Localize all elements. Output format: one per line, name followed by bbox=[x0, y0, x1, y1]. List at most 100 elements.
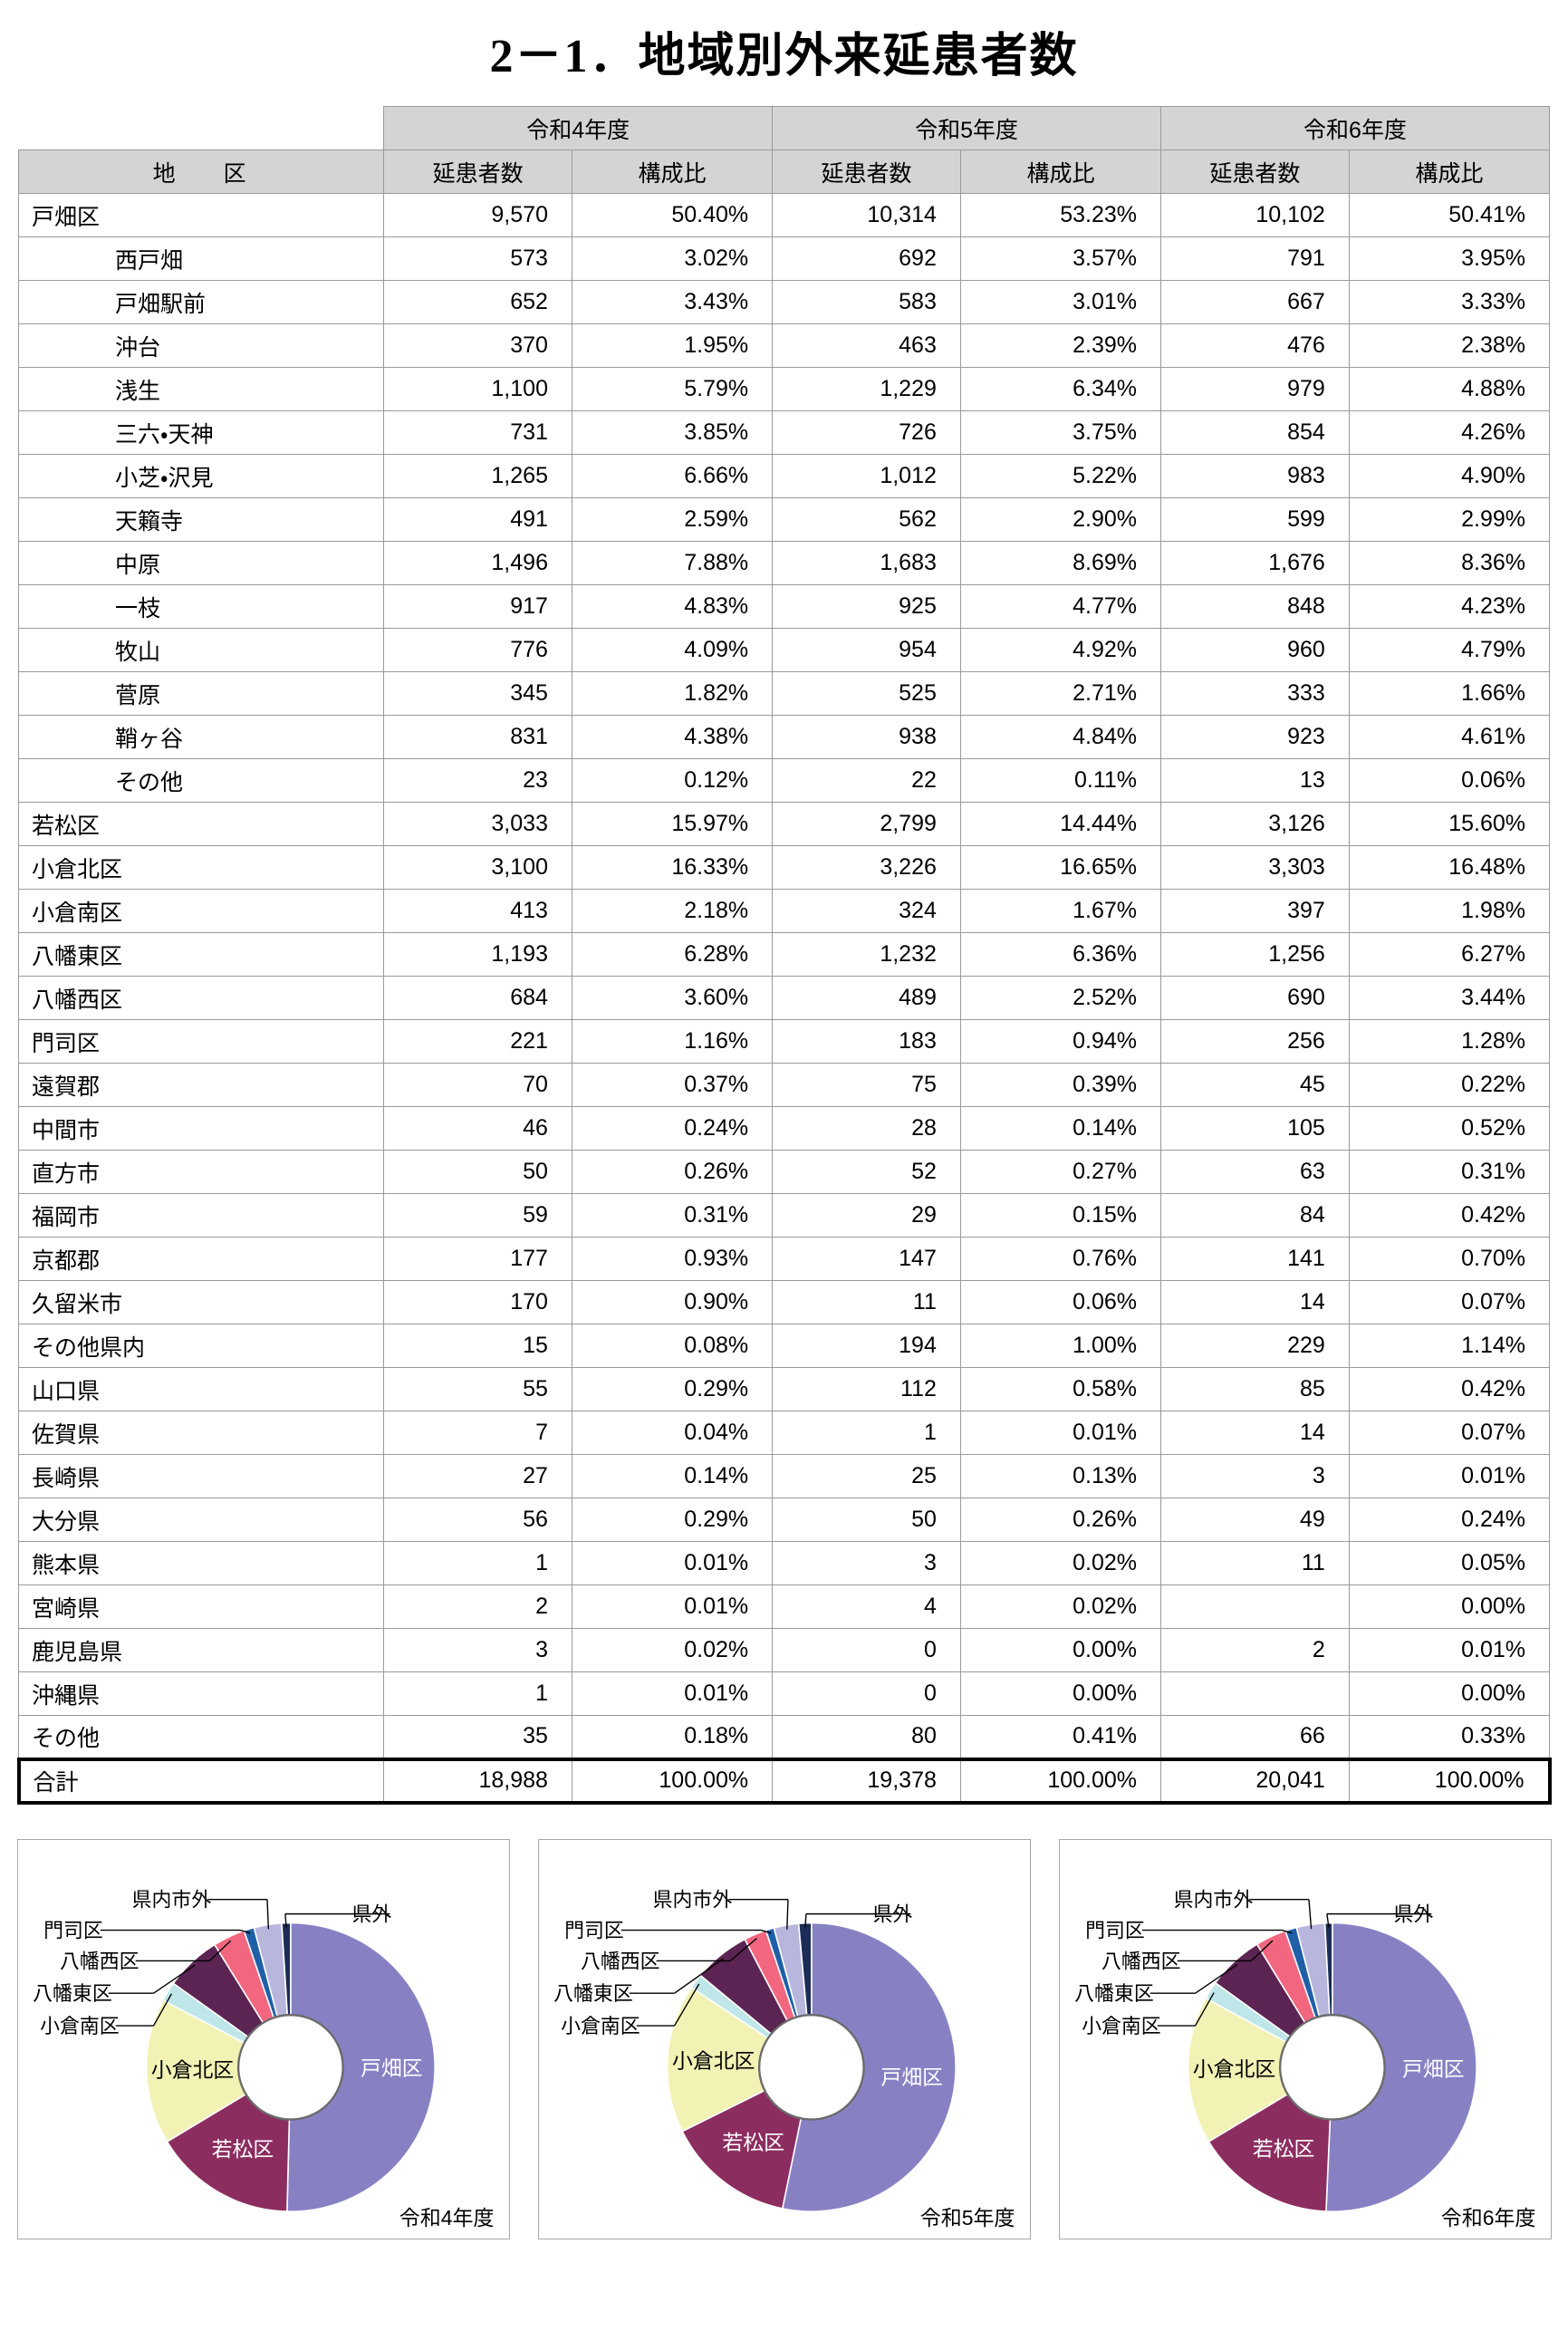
table-row: 直方市 50 0.26% 52 0.27% 63 0.31% bbox=[17, 1150, 1551, 1195]
row-count-cell: 27 bbox=[383, 1454, 572, 1499]
row-count-cell: 221 bbox=[383, 1019, 572, 1064]
row-ratio-cell: 0.01% bbox=[959, 1411, 1162, 1456]
row-district-name: 小芝・沢見 bbox=[17, 454, 385, 499]
row-district-name: その他 bbox=[17, 1715, 385, 1760]
row-count-cell: 938 bbox=[772, 715, 961, 760]
row-ratio-cell: 1.28% bbox=[1348, 1019, 1551, 1064]
label-leader-line bbox=[152, 1964, 196, 1994]
label-leader-line bbox=[1307, 1899, 1312, 1929]
row-ratio-cell: 4.92% bbox=[959, 628, 1162, 673]
row-count-cell: 854 bbox=[1160, 410, 1350, 456]
row-count-cell: 1,232 bbox=[772, 932, 961, 978]
row-ratio-cell: 14.44% bbox=[959, 802, 1162, 847]
pie-slice-label-outer: 門司区 bbox=[43, 1919, 103, 1941]
column-header-ratio-r4: 構成比 bbox=[571, 149, 774, 195]
label-leader-line bbox=[803, 1913, 807, 1928]
row-count-cell: 183 bbox=[772, 1019, 961, 1064]
pie-slice bbox=[666, 1986, 813, 2133]
row-count-cell: 684 bbox=[383, 976, 572, 1021]
row-count-cell: 10,102 bbox=[1160, 193, 1350, 238]
pie-chart-r6: 戸畑区 若松区 小倉北区 小倉南区 八幡東区 八幡西区 門司区 県内市外 県外 令和6年度 bbox=[1058, 1838, 1552, 2239]
row-district-name: 遠賀郡 bbox=[17, 1063, 385, 1108]
label-leader-line bbox=[208, 1940, 231, 1961]
column-header-count-r5: 延患者数 bbox=[772, 149, 961, 195]
row-ratio-cell: 0.42% bbox=[1348, 1367, 1551, 1412]
row-count-cell: 1 bbox=[383, 1541, 572, 1586]
row-count-cell: 3,226 bbox=[772, 845, 961, 891]
row-ratio-cell: 2.38% bbox=[1348, 323, 1551, 369]
column-header-ratio-r6: 構成比 bbox=[1348, 149, 1551, 195]
label-leader-line bbox=[760, 1929, 771, 1934]
row-ratio-cell: 3.02% bbox=[571, 236, 774, 282]
row-count-cell: 256 bbox=[1160, 1019, 1350, 1064]
table-row: 八幡東区 1,193 6.28% 1,232 6.36% 1,256 6.27% bbox=[17, 932, 1551, 978]
donut-hole bbox=[1278, 2013, 1386, 2121]
label-leader-line bbox=[785, 1899, 789, 1930]
row-count-cell: 726 bbox=[772, 410, 961, 456]
row-district-name: その他 bbox=[17, 758, 385, 804]
row-ratio-cell: 3.33% bbox=[1348, 280, 1551, 325]
row-count-cell: 925 bbox=[772, 584, 961, 630]
row-district-name: 大分県 bbox=[17, 1498, 385, 1543]
row-ratio-cell: 8.69% bbox=[959, 541, 1162, 586]
table-row: 宮崎県 2 0.01% 4 0.02% 0.00% bbox=[17, 1584, 1551, 1630]
pie-slice bbox=[1187, 1997, 1333, 2143]
row-district-name: 沖縄県 bbox=[17, 1671, 385, 1717]
table-row: 久留米市 170 0.90% 11 0.06% 14 0.07% bbox=[17, 1280, 1551, 1325]
row-ratio-cell: 4.23% bbox=[1348, 584, 1551, 630]
pie-slice-label-outer: 八幡東区 bbox=[1074, 1982, 1154, 2005]
row-ratio-cell: 6.27% bbox=[1348, 932, 1551, 978]
row-count-cell: 22 bbox=[772, 758, 961, 804]
row-ratio-cell: 0.22% bbox=[1348, 1063, 1551, 1108]
table-row: 鞘ヶ谷 831 4.38% 938 4.84% 923 4.61% bbox=[17, 715, 1551, 760]
row-ratio-cell: 0.01% bbox=[1348, 1454, 1551, 1499]
label-leader-line bbox=[729, 1937, 757, 1961]
row-count-cell: 831 bbox=[383, 715, 572, 760]
row-district-name: 若松区 bbox=[17, 802, 385, 847]
row-ratio-cell: 50.41% bbox=[1348, 193, 1551, 238]
row-district-name: 鞘ヶ谷 bbox=[17, 715, 385, 760]
row-ratio-cell: 1.16% bbox=[571, 1019, 774, 1064]
row-ratio-cell: 4.88% bbox=[1348, 367, 1551, 412]
row-count-cell: 11 bbox=[1160, 1541, 1350, 1586]
row-ratio-cell: 16.48% bbox=[1348, 845, 1551, 891]
row-count-cell: 1 bbox=[383, 1671, 572, 1717]
row-ratio-cell: 0.01% bbox=[1348, 1628, 1551, 1673]
row-count-cell bbox=[1160, 1584, 1350, 1630]
row-count-cell: 2,799 bbox=[772, 802, 961, 847]
row-count-cell: 59 bbox=[383, 1193, 572, 1238]
table-row: 山口県 55 0.29% 112 0.58% 85 0.42% bbox=[17, 1367, 1551, 1412]
row-count-cell: 46 bbox=[383, 1106, 572, 1151]
label-leader-line bbox=[1250, 1940, 1273, 1961]
row-count-cell: 476 bbox=[1160, 323, 1350, 369]
table-row: 若松区 3,033 15.97% 2,799 14.44% 3,126 15.60% bbox=[17, 802, 1551, 847]
table-row: 天籟寺 491 2.59% 562 2.90% 599 2.99% bbox=[17, 497, 1551, 543]
row-ratio-cell: 2.99% bbox=[1348, 497, 1551, 543]
table-row: 大分県 56 0.29% 50 0.26% 49 0.24% bbox=[17, 1498, 1551, 1543]
row-ratio-cell: 1.98% bbox=[1348, 889, 1551, 934]
row-ratio-cell: 0.39% bbox=[959, 1063, 1162, 1108]
row-count-cell: 489 bbox=[772, 976, 961, 1021]
total-ratio-cell: 100.00% bbox=[1348, 1757, 1552, 1805]
label-leader-line bbox=[265, 1899, 269, 1930]
row-ratio-cell: 0.15% bbox=[959, 1193, 1162, 1238]
row-district-name: 天籟寺 bbox=[17, 497, 385, 543]
table-body: 戸畑区 9,570 50.40% 10,314 53.23% 10,102 50.41% 西戸… bbox=[16, 193, 1552, 1805]
row-count-cell: 3,303 bbox=[1160, 845, 1350, 891]
row-ratio-cell: 0.02% bbox=[959, 1541, 1162, 1586]
row-ratio-cell: 1.00% bbox=[959, 1324, 1162, 1369]
row-ratio-cell: 0.14% bbox=[959, 1106, 1162, 1151]
row-count-cell: 1,676 bbox=[1160, 541, 1350, 586]
pie-chart-r5-caption: 令和5年度 bbox=[919, 2205, 1015, 2230]
pie-slice-label-inner: 戸畑区 bbox=[880, 2066, 943, 2089]
row-ratio-cell: 0.24% bbox=[1348, 1498, 1551, 1543]
row-ratio-cell: 2.52% bbox=[959, 976, 1162, 1021]
label-leader-line bbox=[239, 1929, 250, 1934]
row-ratio-cell: 0.04% bbox=[571, 1411, 774, 1456]
row-district-name: 小倉北区 bbox=[17, 845, 385, 891]
column-header-count-r6: 延患者数 bbox=[1160, 149, 1350, 195]
total-ratio-cell: 100.00% bbox=[959, 1757, 1162, 1805]
row-ratio-cell: 3.85% bbox=[571, 410, 774, 456]
label-leader-line bbox=[152, 1993, 172, 2027]
row-ratio-cell: 1.67% bbox=[959, 889, 1162, 934]
